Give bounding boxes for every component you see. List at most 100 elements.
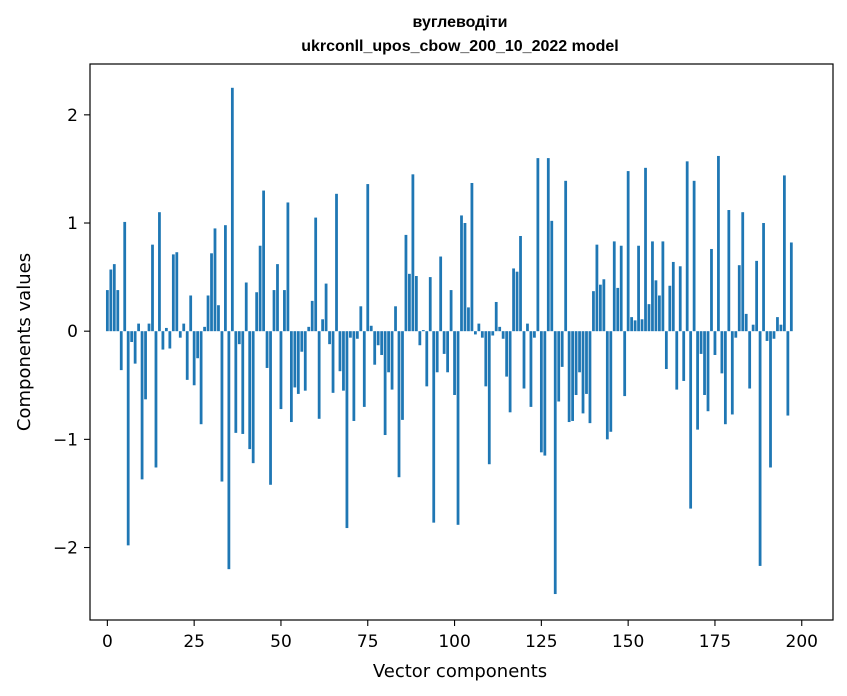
bar bbox=[310, 300, 314, 332]
bar bbox=[581, 331, 585, 414]
bar bbox=[512, 268, 515, 332]
bar bbox=[279, 331, 283, 410]
bar bbox=[380, 331, 384, 355]
bar bbox=[262, 190, 265, 332]
bar bbox=[161, 331, 165, 350]
bar bbox=[789, 242, 793, 332]
bar bbox=[401, 331, 404, 420]
bar bbox=[342, 331, 345, 391]
bar bbox=[501, 331, 505, 339]
bar bbox=[696, 331, 699, 430]
bar bbox=[539, 331, 543, 453]
bar bbox=[317, 331, 321, 419]
bar bbox=[717, 155, 720, 332]
bar bbox=[328, 331, 331, 345]
bar bbox=[783, 175, 786, 332]
bar bbox=[324, 283, 328, 332]
bar bbox=[699, 331, 703, 354]
bar bbox=[432, 331, 436, 523]
bar bbox=[779, 324, 783, 332]
bar bbox=[706, 331, 710, 412]
bar bbox=[692, 180, 696, 332]
bar bbox=[619, 245, 623, 332]
bar bbox=[574, 331, 578, 395]
bar bbox=[442, 331, 446, 354]
bar bbox=[744, 313, 748, 332]
bar bbox=[585, 331, 588, 394]
bar bbox=[612, 241, 616, 332]
y-tick-label: −1 bbox=[53, 430, 78, 450]
x-tick-label: 150 bbox=[612, 632, 644, 652]
bar bbox=[498, 326, 502, 332]
bar bbox=[269, 331, 272, 485]
bar bbox=[637, 245, 640, 332]
bar bbox=[505, 331, 509, 377]
bar bbox=[164, 327, 168, 332]
bar bbox=[133, 331, 137, 364]
bar bbox=[640, 319, 644, 332]
x-tick-label: 175 bbox=[699, 632, 731, 652]
y-tick-label: 0 bbox=[67, 322, 78, 342]
bar bbox=[616, 287, 620, 332]
bar bbox=[390, 331, 394, 390]
bar bbox=[522, 331, 526, 389]
bar bbox=[289, 331, 293, 423]
bar bbox=[248, 331, 252, 450]
y-tick-label: 1 bbox=[67, 214, 78, 234]
bar bbox=[158, 212, 161, 332]
bar bbox=[251, 331, 255, 464]
bar bbox=[283, 290, 286, 332]
bar bbox=[456, 331, 460, 525]
bar bbox=[595, 244, 599, 332]
bar bbox=[560, 331, 564, 367]
bar bbox=[244, 282, 248, 332]
bar bbox=[397, 331, 401, 478]
bar bbox=[730, 331, 734, 415]
bar bbox=[144, 331, 147, 400]
bar bbox=[543, 331, 547, 456]
bar bbox=[369, 325, 373, 332]
bar bbox=[439, 256, 443, 332]
bar bbox=[314, 217, 318, 332]
bar bbox=[602, 279, 606, 332]
bar bbox=[734, 331, 738, 338]
bar bbox=[678, 266, 682, 332]
bar bbox=[710, 248, 713, 332]
bar bbox=[421, 330, 425, 332]
bar bbox=[762, 223, 765, 332]
bar bbox=[203, 326, 206, 332]
bar bbox=[727, 210, 731, 332]
bar bbox=[508, 331, 512, 413]
bar bbox=[474, 331, 477, 335]
bar bbox=[598, 284, 602, 332]
bar bbox=[654, 280, 658, 332]
bar bbox=[210, 253, 213, 332]
bar bbox=[352, 331, 356, 421]
x-tick-label: 25 bbox=[183, 632, 205, 652]
bar bbox=[258, 245, 262, 332]
bar bbox=[682, 331, 686, 381]
bar bbox=[414, 276, 418, 332]
bar bbox=[241, 331, 245, 434]
bar bbox=[664, 331, 668, 370]
bar bbox=[387, 331, 390, 373]
bar bbox=[567, 331, 571, 423]
bar bbox=[769, 331, 772, 468]
bar bbox=[741, 212, 745, 332]
bar bbox=[786, 331, 790, 416]
bar bbox=[553, 331, 557, 595]
bar bbox=[126, 331, 130, 546]
plot-frame bbox=[89, 63, 834, 621]
bar bbox=[178, 331, 182, 338]
bar bbox=[196, 331, 200, 359]
bar bbox=[137, 323, 140, 332]
bar bbox=[751, 324, 755, 332]
bar bbox=[661, 241, 665, 332]
bar bbox=[571, 331, 574, 421]
bar bbox=[453, 331, 456, 395]
x-tick-label: 125 bbox=[525, 632, 557, 652]
bar bbox=[668, 285, 672, 332]
bar bbox=[470, 182, 474, 332]
bar bbox=[373, 331, 377, 365]
